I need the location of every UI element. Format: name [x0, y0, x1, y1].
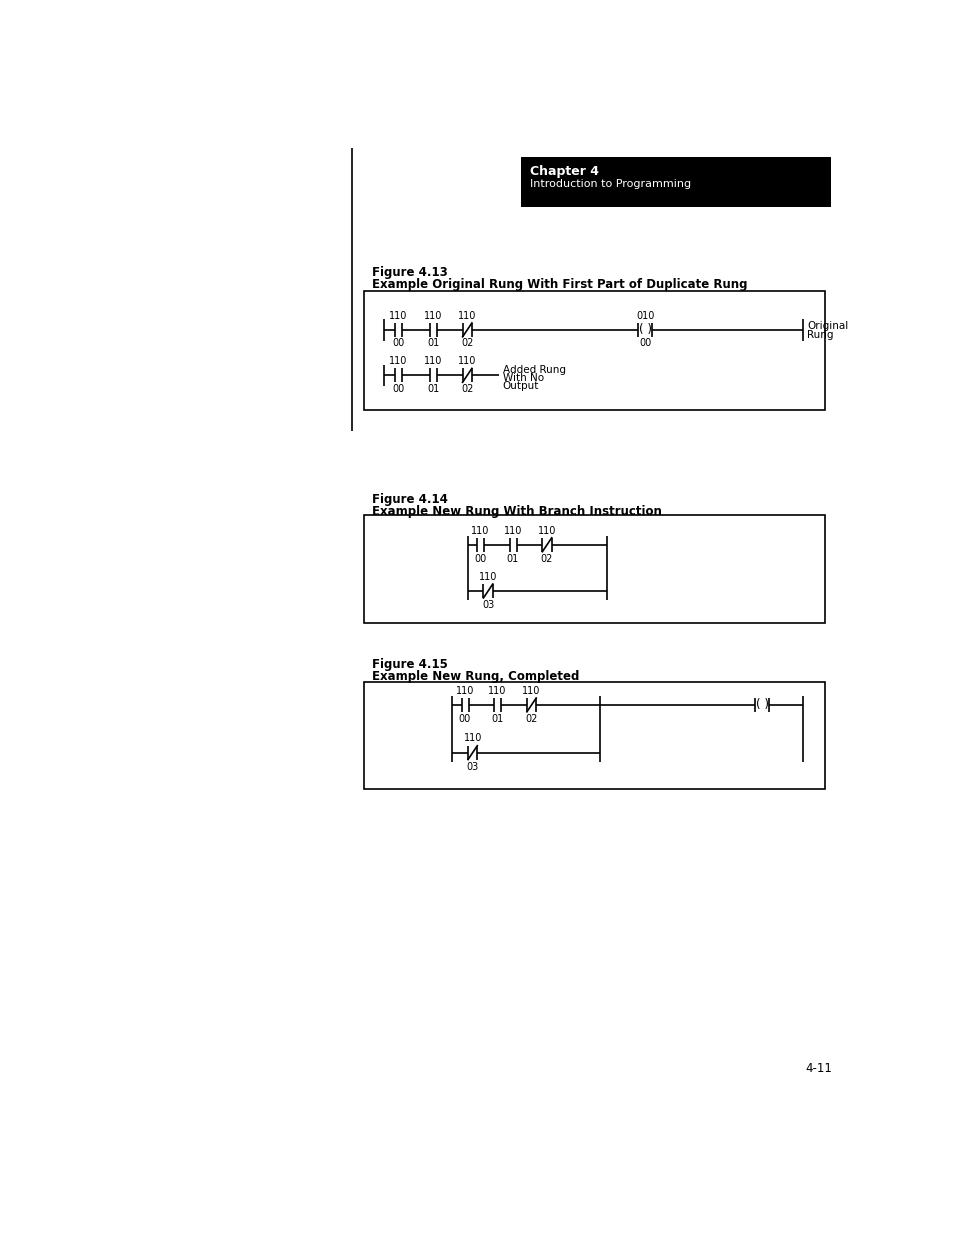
Text: Figure 4.13: Figure 4.13: [372, 266, 447, 279]
Text: 02: 02: [460, 384, 473, 394]
Text: 110: 110: [503, 526, 521, 536]
Text: Original: Original: [806, 321, 848, 331]
Text: Figure 4.15: Figure 4.15: [372, 658, 447, 671]
Text: 03: 03: [466, 762, 478, 772]
Text: 01: 01: [427, 338, 438, 348]
Text: 00: 00: [474, 555, 486, 564]
Text: 110: 110: [389, 311, 407, 321]
Text: Example New Rung, Completed: Example New Rung, Completed: [372, 671, 578, 683]
Text: 110: 110: [457, 311, 476, 321]
Bar: [364, 515, 823, 624]
Text: 110: 110: [423, 311, 442, 321]
Text: 110: 110: [478, 572, 497, 582]
Bar: [520, 157, 830, 207]
Text: 00: 00: [458, 714, 471, 724]
Text: ( ): ( ): [639, 324, 652, 336]
Text: 110: 110: [488, 685, 506, 695]
Text: Example Original Rung With First Part of Duplicate Rung: Example Original Rung With First Part of…: [372, 278, 746, 291]
Text: Example New Rung With Branch Instruction: Example New Rung With Branch Instruction: [372, 505, 661, 519]
Text: Added Rung: Added Rung: [502, 366, 565, 375]
Text: 110: 110: [456, 685, 474, 695]
Text: 00: 00: [392, 384, 404, 394]
Text: 02: 02: [460, 338, 473, 348]
Text: Rung: Rung: [806, 330, 833, 341]
Text: 110: 110: [471, 526, 489, 536]
Text: Output: Output: [502, 382, 538, 391]
Text: 110: 110: [389, 356, 407, 366]
Text: ( ): ( ): [755, 699, 768, 711]
Text: 110: 110: [463, 734, 481, 743]
Text: 110: 110: [522, 685, 540, 695]
Text: 01: 01: [491, 714, 503, 724]
Text: 4-11: 4-11: [804, 1062, 831, 1074]
Text: 00: 00: [392, 338, 404, 348]
Text: 110: 110: [457, 356, 476, 366]
Text: 01: 01: [506, 555, 518, 564]
Text: With No: With No: [502, 373, 543, 383]
Bar: [364, 291, 823, 410]
Text: 02: 02: [540, 555, 553, 564]
Text: 00: 00: [639, 338, 651, 348]
Text: 110: 110: [537, 526, 556, 536]
Text: Introduction to Programming: Introduction to Programming: [530, 179, 690, 189]
Text: 02: 02: [525, 714, 537, 724]
Text: Chapter 4: Chapter 4: [530, 165, 598, 178]
Text: Figure 4.14: Figure 4.14: [372, 493, 447, 506]
Bar: [364, 682, 823, 789]
Text: 110: 110: [423, 356, 442, 366]
Text: 010: 010: [636, 311, 654, 321]
Text: 01: 01: [427, 384, 438, 394]
Text: 03: 03: [481, 600, 494, 610]
